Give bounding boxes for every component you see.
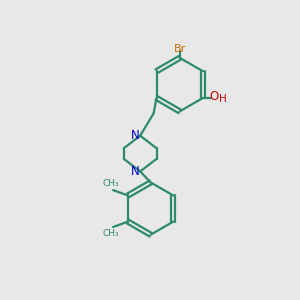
Text: N: N: [130, 165, 139, 178]
Text: N: N: [130, 129, 139, 142]
Text: CH₃: CH₃: [102, 179, 119, 188]
Text: O: O: [209, 90, 218, 103]
Text: H: H: [219, 94, 227, 104]
Text: CH₃: CH₃: [102, 229, 119, 238]
Text: Br: Br: [174, 44, 186, 54]
